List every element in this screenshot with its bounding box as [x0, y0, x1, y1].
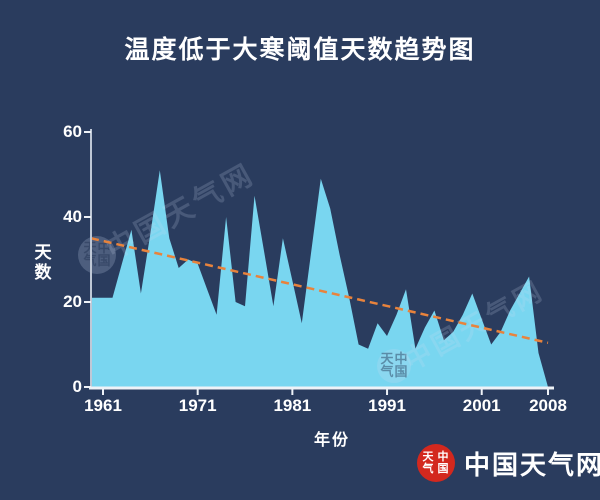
watermark-seal-icon: [78, 236, 116, 274]
y-tick-label: 40: [63, 207, 82, 226]
watermark-seal-icon: [377, 349, 411, 383]
page-title: 温度低于大寒阈值天数趋势图: [124, 36, 476, 64]
watermark-seal-chars: 中国: [394, 351, 407, 379]
y-tick-label: 20: [63, 292, 82, 311]
x-tick-label: 1971: [178, 396, 217, 415]
watermark-seal-chars: 天气: [380, 351, 394, 379]
x-tick-label: 1981: [273, 396, 312, 415]
x-tick-label: 1991: [368, 396, 406, 415]
cwn-seal-left-chars: 天气: [422, 451, 434, 475]
trend-line: [90, 237, 549, 345]
x-tick-label: 1961: [84, 396, 122, 415]
cwn-seal-right-chars: 中国: [437, 451, 449, 475]
x-tick-label: 2001: [462, 396, 501, 415]
y-tick-label: 0: [72, 377, 82, 396]
cwn-seal-icon: 天气 中国: [417, 444, 455, 482]
y-axis-label: 天数: [34, 243, 52, 282]
x-axis-label: 年份: [313, 432, 350, 449]
area-series: [91, 170, 548, 387]
watermark-text: 中国天气网: [100, 157, 260, 266]
cwn-logo: 天气 中国 中国天气网: [417, 444, 600, 482]
x-tick-label: 2008: [529, 396, 567, 415]
watermark-seal-chars: 中国: [97, 240, 110, 268]
y-tick-label: 60: [63, 122, 82, 141]
cwn-logo-text: 中国天气网: [464, 449, 600, 480]
